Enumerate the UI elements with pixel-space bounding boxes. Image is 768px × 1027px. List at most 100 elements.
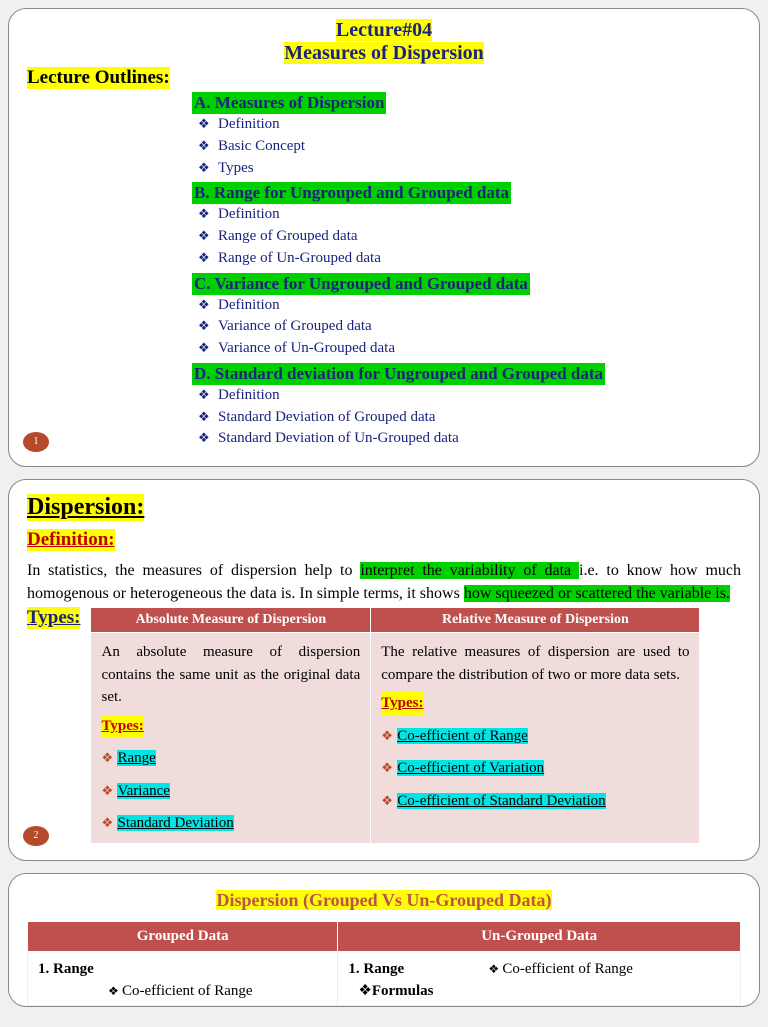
table-header-grouped: Grouped Data	[28, 921, 338, 951]
type-coef-std-dev: Co-efficient of Standard Deviation	[397, 793, 605, 809]
diamond-icon: ❖	[198, 317, 218, 336]
dispersion-title: Dispersion:	[27, 494, 144, 521]
list-item-label: Definition	[218, 116, 280, 132]
absolute-types-label: Types:	[101, 715, 143, 738]
diamond-icon: ❖	[381, 726, 397, 746]
grouped-range-item: 1. Range	[38, 958, 327, 981]
list-item: ❖Basic Concept	[198, 136, 741, 158]
list-item: ❖Variance of Un-Grouped data	[198, 338, 741, 360]
definition-label: Definition:	[27, 529, 115, 551]
list-item: ❖Range of Grouped data	[198, 226, 741, 248]
dispersion-types-table: Absolute Measure of Dispersion Relative …	[90, 607, 700, 844]
definition-highlight-1: interpret the variability of data	[360, 562, 579, 579]
type-coef-variation: Co-efficient of Variation	[397, 760, 544, 776]
table-cell-grouped: 1. Range ❖Co-efficient of Range	[28, 951, 338, 1005]
list-item: ❖Definition	[198, 114, 741, 136]
diamond-icon: ❖	[108, 982, 122, 1000]
relative-types-label: Types:	[381, 692, 423, 715]
list-item-label: Standard Deviation of Un-Grouped data	[218, 430, 459, 446]
grouped-vs-ungrouped-heading: Dispersion (Grouped Vs Un-Grouped Data)	[27, 890, 741, 911]
list-item: ❖Types	[198, 158, 741, 180]
diamond-icon: ❖	[101, 748, 117, 768]
diamond-icon: ❖	[198, 386, 218, 405]
list-item: ❖Variance	[101, 780, 360, 803]
list-item: ❖Co-efficient of Range	[488, 958, 633, 981]
list-item-label: Types	[218, 160, 254, 176]
ungrouped-formulas: Formulas	[372, 983, 434, 999]
outlines-label-wrap: Lecture Outlines:	[27, 65, 741, 89]
definition-text: In statistics, the measures of dispersio…	[27, 559, 741, 605]
list-item-label: Definition	[218, 387, 280, 403]
definition-highlight-2: how squeezed or scattered the variable i…	[464, 585, 730, 602]
type-std-dev: Standard Deviation	[117, 815, 233, 831]
list-item-label: Variance of Un-Grouped data	[218, 340, 395, 356]
list-item-label: Range of Grouped data	[218, 228, 358, 244]
diamond-icon: ❖	[198, 159, 218, 178]
type-range: Range	[117, 750, 155, 766]
list-item: ❖Range of Un-Grouped data	[198, 248, 741, 270]
diamond-icon: ❖	[198, 429, 218, 448]
diamond-icon: ❖	[198, 205, 218, 224]
grouped-ungrouped-table: Grouped Data Un-Grouped Data 1. Range ❖C…	[27, 921, 741, 1006]
type-coef-range: Co-efficient of Range	[397, 728, 528, 744]
outline-block: A. Measures of Dispersion ❖Definition ❖B…	[192, 89, 741, 450]
slide-1: Lecture#04 Measures of Dispersion Lectur…	[8, 8, 760, 467]
list-item-label: Variance of Grouped data	[218, 318, 372, 334]
list-item-label: Basic Concept	[218, 138, 305, 154]
diamond-icon: ❖	[198, 115, 218, 134]
list-item-label: Definition	[218, 206, 280, 222]
slide-3: Dispersion (Grouped Vs Un-Grouped Data) …	[8, 873, 760, 1007]
diamond-icon: ❖	[101, 781, 117, 801]
table-cell-relative: The relative measures of dispersion are …	[371, 633, 700, 844]
list-item: ❖Standard Deviation	[101, 812, 360, 835]
types-row: Types: Absolute Measure of Dispersion Re…	[27, 607, 741, 844]
lecture-number: Lecture#04	[27, 19, 741, 42]
lecture-title: Measures of Dispersion	[27, 42, 741, 65]
section-c-heading: C. Variance for Ungrouped and Grouped da…	[192, 273, 530, 295]
type-variance: Variance	[117, 783, 169, 799]
diamond-icon: ❖	[101, 813, 117, 833]
relative-description: The relative measures of dispersion are …	[381, 644, 689, 683]
list-item-label: Standard Deviation of Grouped data	[218, 409, 435, 425]
outlines-label: Lecture Outlines:	[27, 67, 170, 89]
ungrouped-range-item: 1. Range	[348, 958, 468, 981]
list-item: ❖Standard Deviation of Grouped data	[198, 407, 741, 429]
list-item-label: Definition	[218, 297, 280, 313]
diamond-icon: ❖	[198, 339, 218, 358]
lecture-number-text: Lecture#04	[336, 19, 432, 41]
list-item: ❖Definition	[198, 204, 741, 226]
slide-2: Dispersion: Definition: In statistics, t…	[8, 479, 760, 861]
lecture-title-text: Measures of Dispersion	[284, 42, 484, 64]
diamond-icon: ❖	[198, 408, 218, 427]
diamond-icon: ❖	[198, 227, 218, 246]
page-number-badge: 1	[23, 432, 49, 452]
list-item: ❖Formulas	[358, 980, 730, 1003]
list-item-label: Range of Un-Grouped data	[218, 250, 381, 266]
list-item: ❖Definition	[198, 385, 741, 407]
list-item: ❖Range	[101, 747, 360, 770]
grouped-vs-ungrouped-text: Dispersion (Grouped Vs Un-Grouped Data)	[216, 890, 551, 910]
table-cell-absolute: An absolute measure of dispersion contai…	[91, 633, 371, 844]
table-cell-ungrouped: 1. Range ❖Co-efficient of Range ❖Formula…	[338, 951, 741, 1005]
diamond-icon: ❖	[198, 296, 218, 315]
table-header-absolute: Absolute Measure of Dispersion	[91, 608, 371, 633]
list-item: ❖Co-efficient of Range	[381, 725, 689, 748]
list-item: ❖Co-efficient of Range	[108, 980, 327, 1003]
diamond-icon: ❖	[198, 137, 218, 156]
table-header-relative: Relative Measure of Dispersion	[371, 608, 700, 633]
section-b-heading: B. Range for Ungrouped and Grouped data	[192, 182, 511, 204]
table-header-ungrouped: Un-Grouped Data	[338, 921, 741, 951]
diamond-icon: ❖	[198, 249, 218, 268]
diamond-icon: ❖	[358, 983, 371, 999]
diamond-icon: ❖	[381, 758, 397, 778]
list-item: ❖Co-efficient of Standard Deviation	[381, 790, 689, 813]
definition-part1: In statistics, the measures of dispersio…	[27, 562, 360, 579]
page-number-badge: 2	[23, 826, 49, 846]
absolute-description: An absolute measure of dispersion contai…	[101, 644, 360, 705]
ungrouped-coef-range: Co-efficient of Range	[502, 961, 633, 977]
list-item: ❖Definition	[198, 295, 741, 317]
list-item: ❖Variance of Grouped data	[198, 316, 741, 338]
list-item: ❖Standard Deviation of Un-Grouped data	[198, 428, 741, 450]
diamond-icon: ❖	[381, 791, 397, 811]
section-d-heading: D. Standard deviation for Ungrouped and …	[192, 363, 605, 385]
